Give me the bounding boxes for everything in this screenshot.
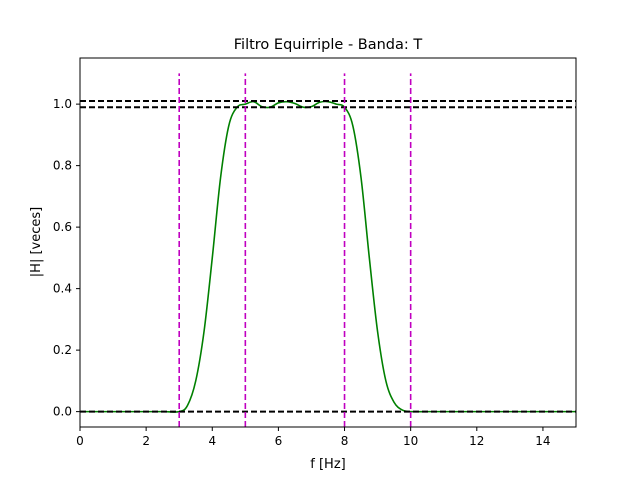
x-tick-label: 2 — [142, 434, 150, 448]
y-axis: 0.0 0.2 0.4 0.6 0.8 1.0 — [53, 97, 80, 419]
x-tick-label: 14 — [535, 434, 550, 448]
x-tick-label: 8 — [341, 434, 349, 448]
x-tick-label: 10 — [403, 434, 418, 448]
axes-frame — [79, 57, 577, 428]
x-tick-label: 12 — [469, 434, 484, 448]
x-tick-label: 0 — [76, 434, 84, 448]
y-tick-label: 0.0 — [53, 405, 72, 419]
x-tick-label: 6 — [275, 434, 283, 448]
y-axis-label: |H| [veces] — [29, 207, 44, 277]
plot-area — [79, 73, 576, 427]
chart-title: Filtro Equirriple - Banda: T — [234, 37, 423, 53]
x-tick-label: 4 — [208, 434, 216, 448]
y-tick-label: 0.2 — [53, 343, 72, 357]
y-tick-label: 0.4 — [53, 282, 72, 296]
y-tick-label: 0.8 — [53, 159, 72, 173]
y-tick-label: 1.0 — [53, 97, 72, 111]
x-axis-label: f [Hz] — [310, 457, 345, 472]
x-axis: 0 2 4 6 8 10 12 14 — [76, 427, 551, 448]
y-tick-label: 0.6 — [53, 220, 72, 234]
